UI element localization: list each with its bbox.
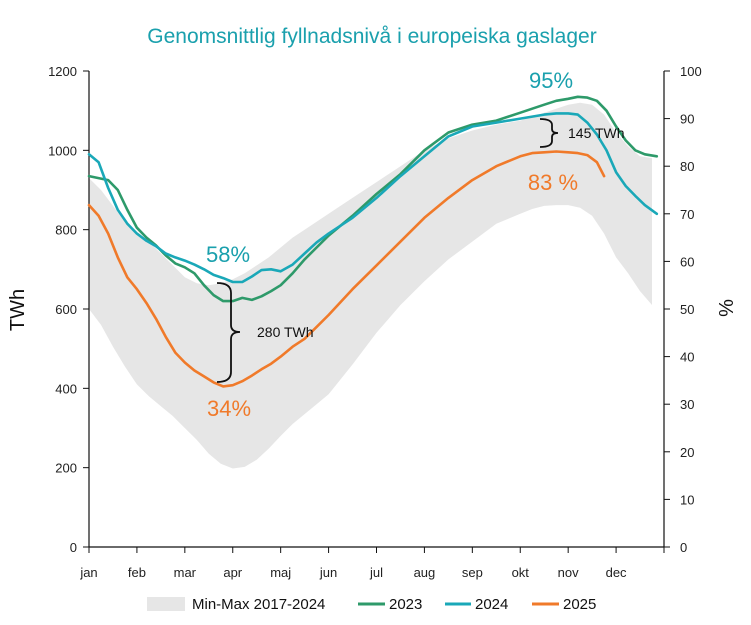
y-axis-label: TWh xyxy=(7,289,29,331)
y2-tick-label: 10 xyxy=(680,492,694,507)
y2-tick-label: 50 xyxy=(680,302,694,317)
y-tick-label: 400 xyxy=(55,381,77,396)
annotation-2025-low: 34% xyxy=(207,396,251,421)
x-tick-label-apr: apr xyxy=(223,565,242,580)
y-tick-label: 1000 xyxy=(48,143,77,158)
x-tick-label-mar: mar xyxy=(174,565,197,580)
annotation-gap-autumn: 145 TWh xyxy=(568,125,625,141)
y2-tick-label: 70 xyxy=(680,207,694,222)
legend-label-band: Min-Max 2017-2024 xyxy=(192,596,325,613)
y-tick-label: 600 xyxy=(55,302,77,317)
annotation-2025-end: 83 % xyxy=(528,170,578,195)
x-tick-label-maj: maj xyxy=(270,565,291,580)
y2-tick-label: 90 xyxy=(680,112,694,127)
x-tick-label-nov: nov xyxy=(558,565,579,580)
legend-label-2025: 2025 xyxy=(563,596,596,613)
y-tick-label: 0 xyxy=(70,540,77,555)
axes-layer: 0 200 400 600 800 1000 1200 0 10 20 30 40 50 60 70 80 90… xyxy=(48,64,702,580)
legend: Min-Max 2017-2024 2023 2024 2025 xyxy=(147,596,596,613)
y2-tick-label: 0 xyxy=(680,540,687,555)
y2-tick-label: 40 xyxy=(680,350,694,365)
x-tick-label-jan: jan xyxy=(79,565,97,580)
y2-tick-label: 30 xyxy=(680,397,694,412)
legend-label-2024: 2024 xyxy=(475,596,508,613)
x-tick-label-dec: dec xyxy=(606,565,627,580)
x-tick-label-feb: feb xyxy=(128,565,146,580)
min-max-band xyxy=(89,102,652,469)
y-tick-label: 200 xyxy=(55,461,77,476)
annotation-gap-spring: 280 TWh xyxy=(257,324,314,340)
min-max-band-layer xyxy=(89,102,652,469)
x-tick-label-jun: jun xyxy=(319,565,337,580)
x-tick-label-okt: okt xyxy=(512,565,530,580)
y2-tick-label: 60 xyxy=(680,254,694,269)
brace-280-icon xyxy=(216,282,241,383)
x-tick-label-aug: aug xyxy=(414,565,436,580)
brace-145-icon xyxy=(539,118,559,148)
y2-axis-label: % xyxy=(716,299,738,317)
y-tick-label: 1200 xyxy=(48,64,77,79)
y-tick-label: 800 xyxy=(55,223,77,238)
x-tick-label-jul: jul xyxy=(369,565,383,580)
y2-tick-label: 80 xyxy=(680,159,694,174)
annotation-2024-low: 58% xyxy=(206,242,250,267)
legend-label-2023: 2023 xyxy=(389,596,422,613)
series-line-2025 xyxy=(87,150,606,388)
chart-title: Genomsnittlig fyllnadsnivå i europeiska … xyxy=(147,25,596,48)
legend-swatch-band xyxy=(147,597,185,611)
annotation-2023-peak: 95% xyxy=(529,68,573,93)
series-layer xyxy=(87,95,659,388)
series-line-2024 xyxy=(87,112,659,284)
y2-tick-label: 100 xyxy=(680,64,702,79)
y2-tick-label: 20 xyxy=(680,445,694,460)
x-tick-label-sep: sep xyxy=(462,565,483,580)
